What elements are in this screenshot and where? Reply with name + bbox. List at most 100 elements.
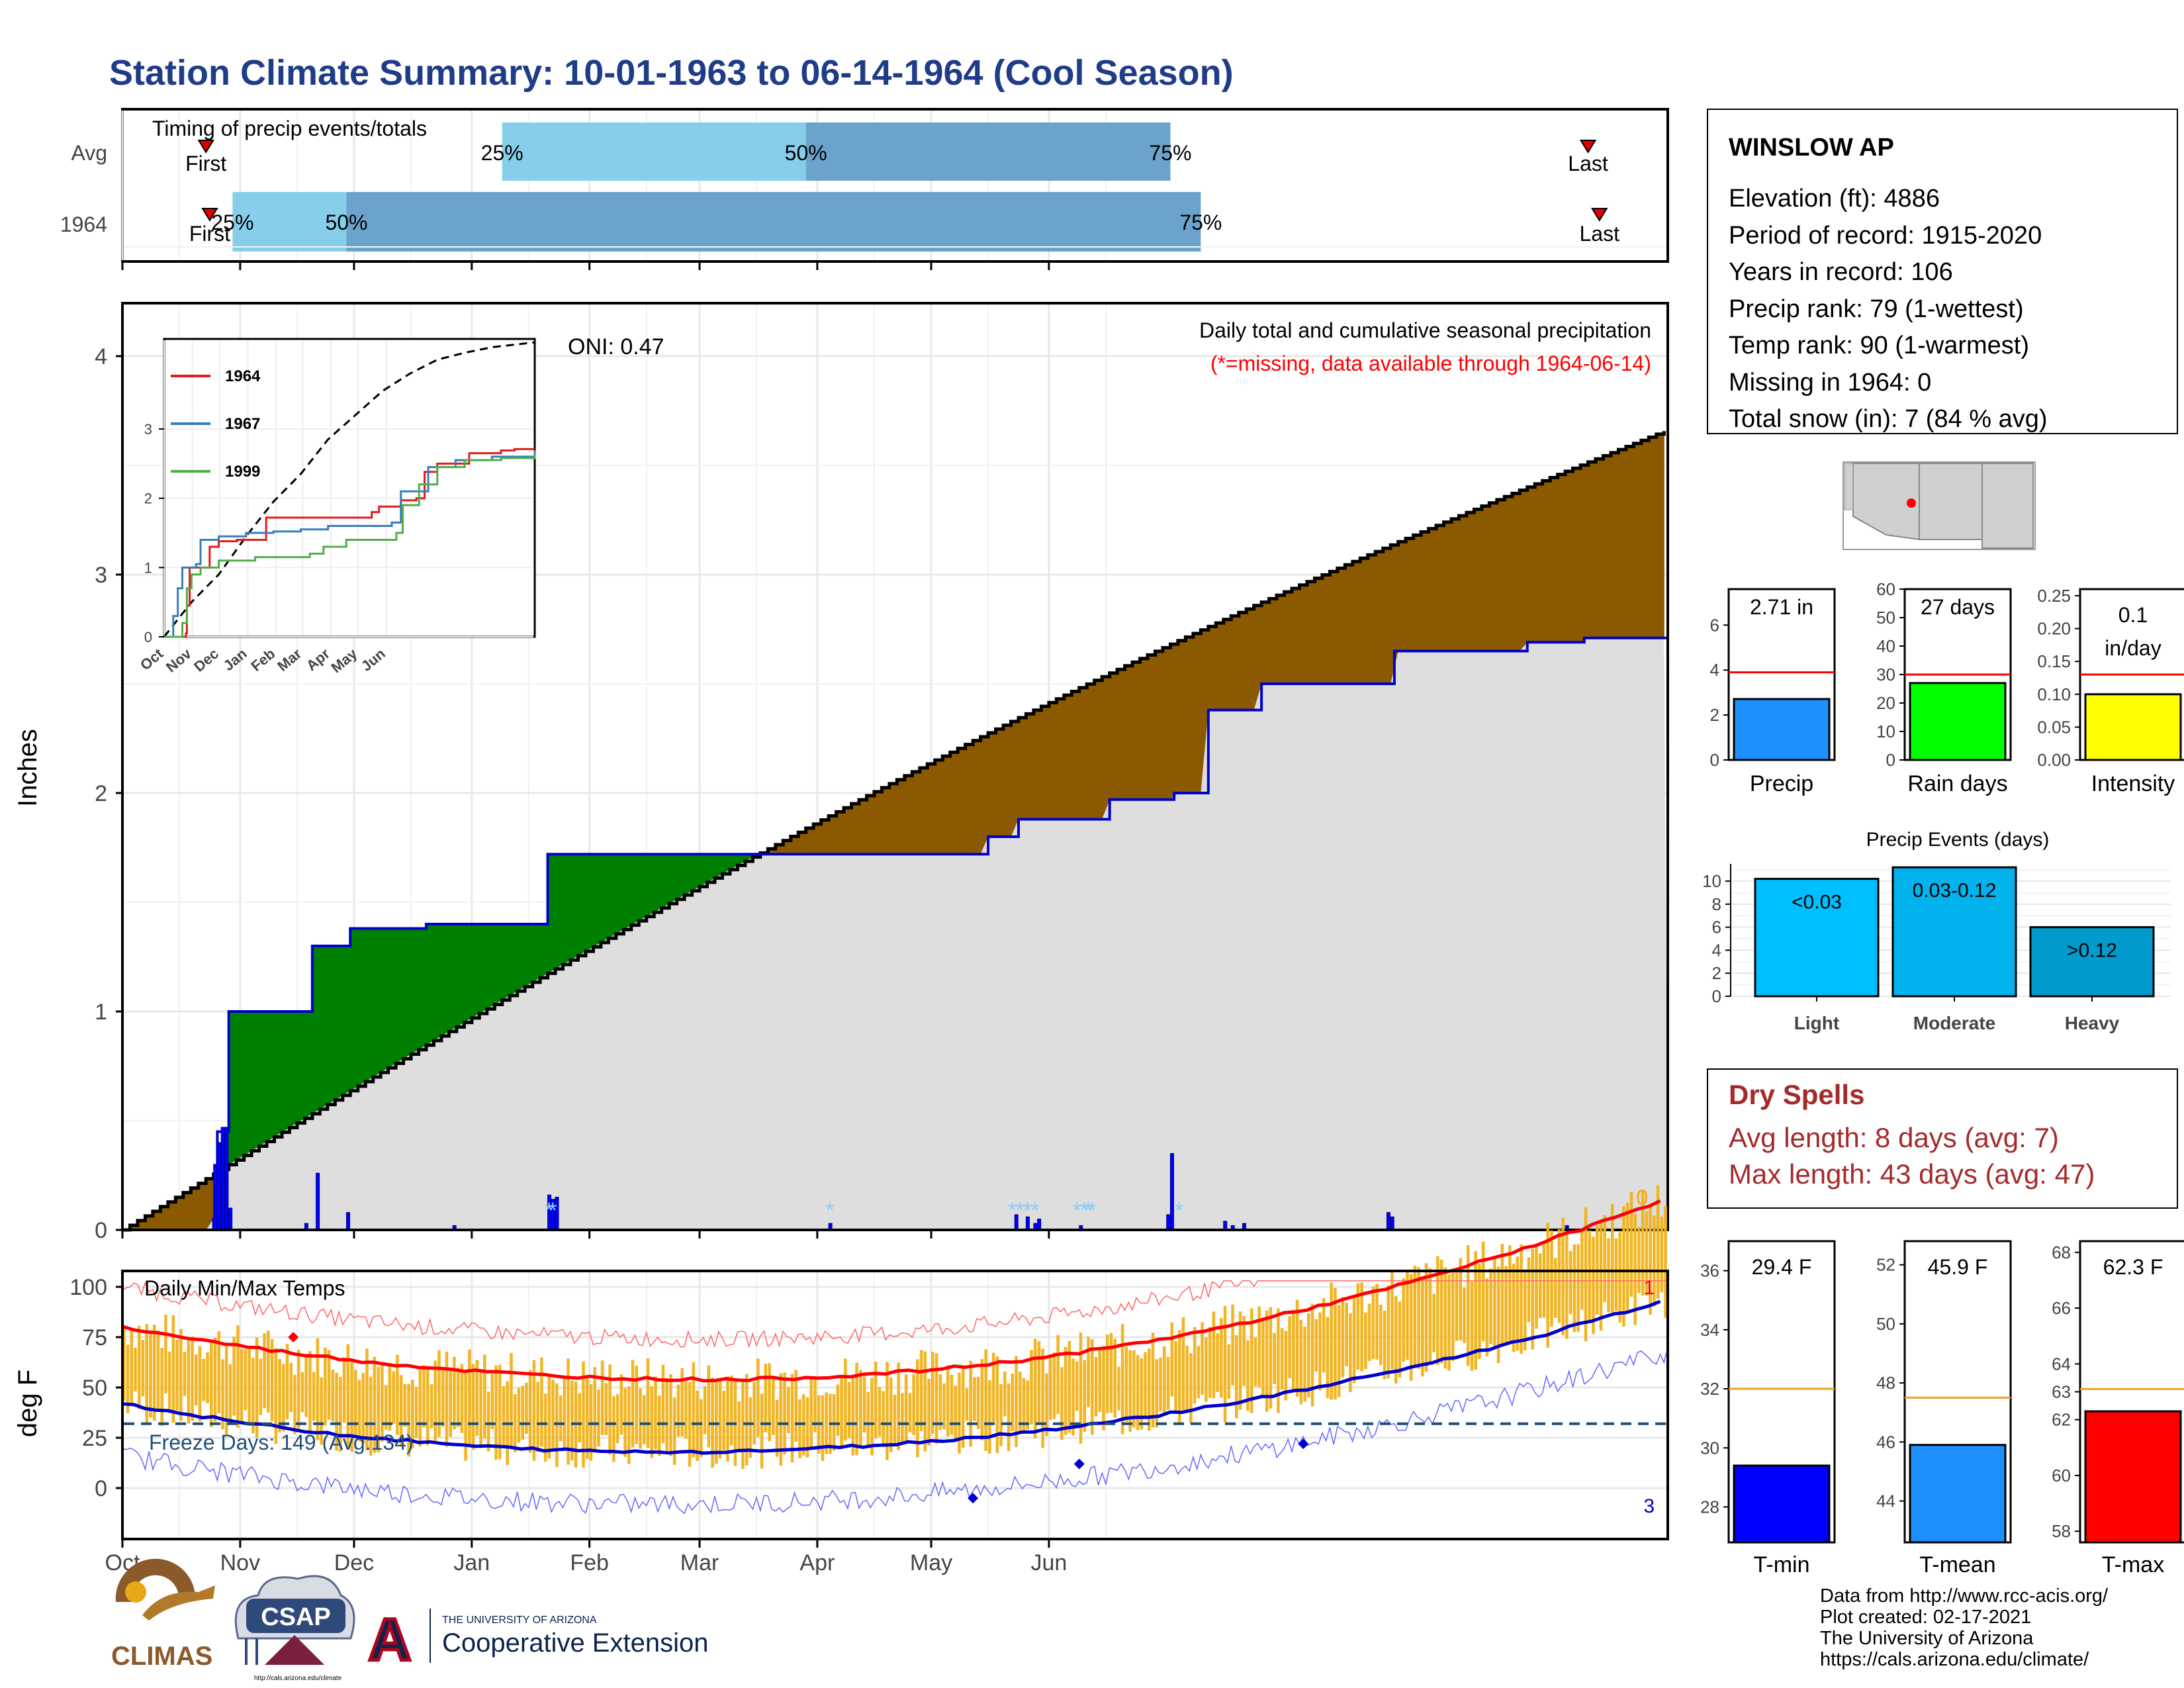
daily-temp-range: [187, 1340, 191, 1424]
below-normal-area: [775, 844, 784, 855]
daily-temp-range: [1033, 1338, 1037, 1438]
below-normal-area: [1633, 443, 1642, 638]
daily-temp-range: [460, 1364, 464, 1433]
below-normal-area: [1299, 585, 1308, 684]
daily-temp-range: [1231, 1304, 1234, 1386]
mini-y-tick-label: 50: [1876, 608, 1895, 628]
daily-temp-range: [1451, 1271, 1455, 1362]
daily-temp-range: [882, 1391, 886, 1446]
above-normal-area: [433, 924, 442, 1041]
daily-temp-range: [1622, 1206, 1625, 1327]
events-bar: [1754, 878, 1880, 998]
daily-temp-range: [198, 1346, 202, 1422]
daily-temp-range: [331, 1369, 335, 1422]
credit-line-1: Data from http://www.rcc-acis.org/: [1820, 1585, 2109, 1607]
below-normal-area: [934, 760, 943, 855]
daily-temp-range: [870, 1378, 874, 1456]
timing-panel: 25% 50% 75% First Last 25% 50% 75% First Last Tim…: [60, 108, 1669, 270]
ua-big-text: Cooperative Extension: [442, 1628, 708, 1658]
mini-value-bar: [1909, 682, 2007, 761]
below-normal-area: [829, 816, 837, 855]
below-normal-area: [821, 820, 829, 855]
below-normal-area: [805, 828, 814, 855]
above-normal-area: [267, 1011, 275, 1142]
daily-temp-range: [263, 1333, 266, 1409]
daily-temp-range: [612, 1396, 615, 1462]
daily-temp-range: [1402, 1278, 1406, 1362]
daily-temp-range: [980, 1358, 984, 1440]
daily-temp-range: [1166, 1356, 1170, 1410]
mini-y-tick-label: 4: [1710, 660, 1719, 680]
daily-temp-range: [764, 1364, 768, 1432]
above-normal-area: [623, 854, 632, 930]
missing-marker: *: [549, 1198, 557, 1223]
temp-value-label: 62.3 F: [2103, 1255, 2163, 1279]
below-normal-area: [958, 748, 966, 855]
daily-temp-range: [1026, 1380, 1030, 1430]
daily-temp-range: [369, 1376, 373, 1456]
above-normal-area: [510, 924, 518, 996]
daily-temp-range: [1253, 1337, 1257, 1387]
daily-temp-range: [851, 1377, 855, 1456]
daily-temp-range: [1273, 1333, 1276, 1384]
temp-record-marker: [288, 1332, 299, 1342]
daily-temp-range: [543, 1393, 547, 1462]
temp-top-count: 1: [1643, 1277, 1655, 1299]
daily-temp-range: [1330, 1282, 1333, 1400]
daily-temp-range: [608, 1364, 612, 1455]
daily-temp-range: [1197, 1346, 1201, 1399]
daily-temp-range: [878, 1387, 882, 1437]
daily-temp-range: [825, 1392, 828, 1454]
daily-temp-range: [1314, 1319, 1318, 1372]
below-normal-area: [1253, 605, 1262, 710]
daily-temp-range: [597, 1389, 600, 1447]
temp-mini-y-tick-label: 68: [2052, 1243, 2071, 1262]
daily-temp-range: [1383, 1311, 1387, 1380]
below-normal-area: [1277, 595, 1285, 684]
daily-temp-range: [1466, 1244, 1470, 1366]
daily-temp-range: [585, 1375, 589, 1459]
daily-temp-range: [441, 1370, 445, 1427]
above-normal-area: [381, 928, 389, 1073]
daily-temp-range: [567, 1358, 570, 1465]
below-normal-area: [175, 1197, 184, 1230]
daily-temp-range: [1284, 1331, 1288, 1401]
below-normal-area: [1140, 658, 1148, 800]
daily-temp-range: [510, 1352, 513, 1448]
daily-temp-range: [437, 1350, 441, 1437]
below-normal-area: [160, 1206, 169, 1230]
daily-temp-range: [1227, 1344, 1231, 1399]
above-normal-area: [456, 924, 465, 1027]
daily-temp-range: [1041, 1348, 1044, 1448]
daily-temp-range: [483, 1354, 486, 1438]
mini-y-tick-label: 40: [1876, 636, 1895, 656]
daily-temp-range: [1565, 1233, 1569, 1339]
daily-temp-range: [563, 1378, 567, 1448]
below-normal-area: [1094, 680, 1103, 820]
above-normal-area: [441, 924, 449, 1037]
mini-y-tick-label: 20: [1876, 693, 1895, 713]
below-normal-area: [1087, 684, 1095, 820]
below-normal-area: [1466, 512, 1475, 651]
daily-temp-range: [248, 1349, 251, 1426]
events-y-tick-label: 6: [1712, 917, 1721, 937]
inset-y-tick-label: 1: [144, 559, 152, 576]
daily-temp-range: [1310, 1303, 1314, 1407]
daily-temp-range: [965, 1388, 969, 1421]
below-normal-area: [1413, 535, 1422, 651]
temp-mini-y-tick-label: 28: [1700, 1497, 1719, 1517]
below-normal-area: [1459, 516, 1467, 651]
above-normal-area: [365, 928, 374, 1082]
daily-temp-range: [646, 1358, 650, 1448]
inset-series-line: [164, 455, 536, 638]
below-normal-area: [1026, 714, 1034, 820]
below-normal-area: [1162, 647, 1171, 800]
below-normal-area: [1284, 592, 1293, 684]
daily-temp-range: [600, 1360, 604, 1435]
daily-temp-range: [350, 1360, 353, 1452]
freeze-days-text: Freeze Days: 149 (Avg:134): [149, 1430, 414, 1454]
above-normal-area: [555, 854, 564, 969]
daily-temp-range: [1614, 1238, 1618, 1311]
normal-min-line: [122, 1299, 1661, 1455]
daily-temp-range: [639, 1388, 642, 1449]
